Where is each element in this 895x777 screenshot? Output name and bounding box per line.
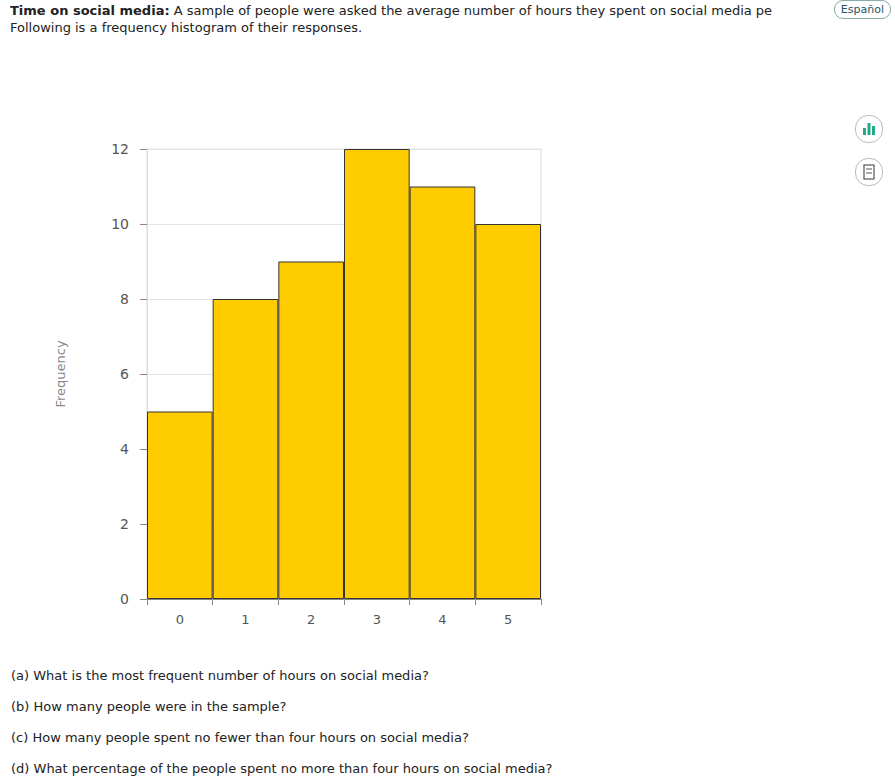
html-text:(c) How many people spent no f: (c) How many people spent no fewer than … <box>11 730 469 745</box>
html-text:Español: Español <box>840 3 884 16</box>
svg-text:8: 8 <box>120 291 129 307</box>
svg-text:4: 4 <box>438 612 446 627</box>
svg-text:6: 6 <box>120 366 129 382</box>
svg-text:2: 2 <box>307 612 315 627</box>
svg-text:5: 5 <box>504 612 512 627</box>
svg-text:3: 3 <box>373 612 381 627</box>
svg-text:0: 0 <box>120 591 129 607</box>
html-text:Following is a frequency histo: Following is a frequency histogram of th… <box>10 20 362 35</box>
svg-text:10: 10 <box>111 216 129 232</box>
svg-text:Frequency: Frequency <box>53 340 68 407</box>
svg-text:12: 12 <box>111 141 129 157</box>
svg-text:0: 0 <box>176 612 184 627</box>
html-text:(a) What is the most frequent: (a) What is the most frequent number of … <box>11 668 429 683</box>
svg-text:2: 2 <box>120 516 129 532</box>
svg-text:1: 1 <box>241 612 249 627</box>
html-text:Time on social media: A sample: Time on social media: A sample of people… <box>10 3 773 18</box>
svg-text:4: 4 <box>120 441 129 457</box>
html-text:(b) How many people were in th: (b) How many people were in the sample? <box>11 699 287 714</box>
html-text:(d) What percentage of the peo: (d) What percentage of the people spent … <box>11 761 553 776</box>
